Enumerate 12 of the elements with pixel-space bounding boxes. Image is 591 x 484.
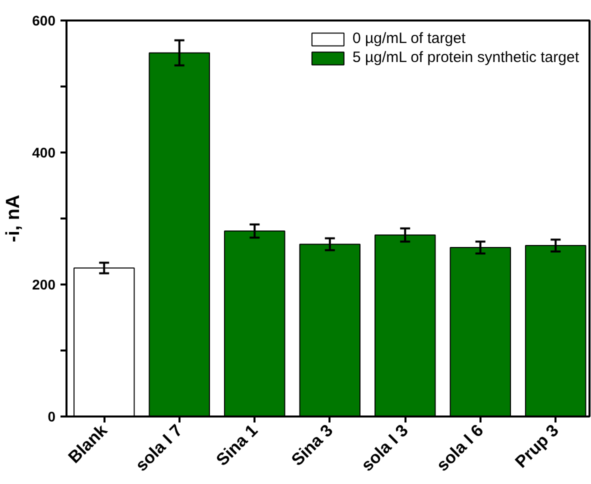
x-tick-label: sola I 3 (358, 420, 412, 475)
x-tick-label: sola I 6 (432, 420, 488, 475)
y-tick-label: 600 (32, 12, 56, 28)
legend-label: 5 µg/mL of protein synthetic target (352, 49, 579, 66)
y-axis-title: -i, nA (3, 194, 24, 242)
y-tick-label: 400 (32, 144, 56, 160)
legend-label: 0 µg/mL of target (352, 30, 466, 47)
x-tick-label: Sina 1 (212, 420, 262, 470)
x-tick-label: sola I 7 (132, 420, 186, 475)
x-tick-label: Sina 3 (288, 420, 337, 470)
y-tick-label: 200 (32, 276, 56, 292)
y-tick-label: 0 (48, 408, 56, 424)
